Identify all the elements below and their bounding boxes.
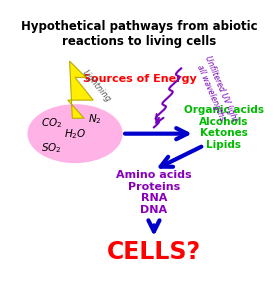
Text: Organic acids
Alcohols
Ketones
Lipids: Organic acids Alcohols Ketones Lipids — [184, 105, 264, 150]
Text: Lightning: Lightning — [81, 69, 113, 104]
Text: Sources of Energy: Sources of Energy — [83, 74, 196, 84]
Text: Amino acids
Proteins
RNA
DNA: Amino acids Proteins RNA DNA — [116, 170, 192, 215]
Text: Unfiltered UV light
all wavelengths: Unfiltered UV light all wavelengths — [193, 55, 238, 127]
Text: CO$_2$: CO$_2$ — [41, 116, 62, 130]
Text: SO$_2$: SO$_2$ — [41, 141, 62, 155]
Text: CELLS?: CELLS? — [107, 240, 201, 264]
Polygon shape — [68, 61, 93, 118]
Text: Hypothetical pathways from abiotic
reactions to living cells: Hypothetical pathways from abiotic react… — [21, 20, 258, 48]
Text: N$_2$: N$_2$ — [88, 112, 102, 126]
Ellipse shape — [27, 104, 123, 163]
Text: H$_2$O: H$_2$O — [64, 127, 86, 141]
